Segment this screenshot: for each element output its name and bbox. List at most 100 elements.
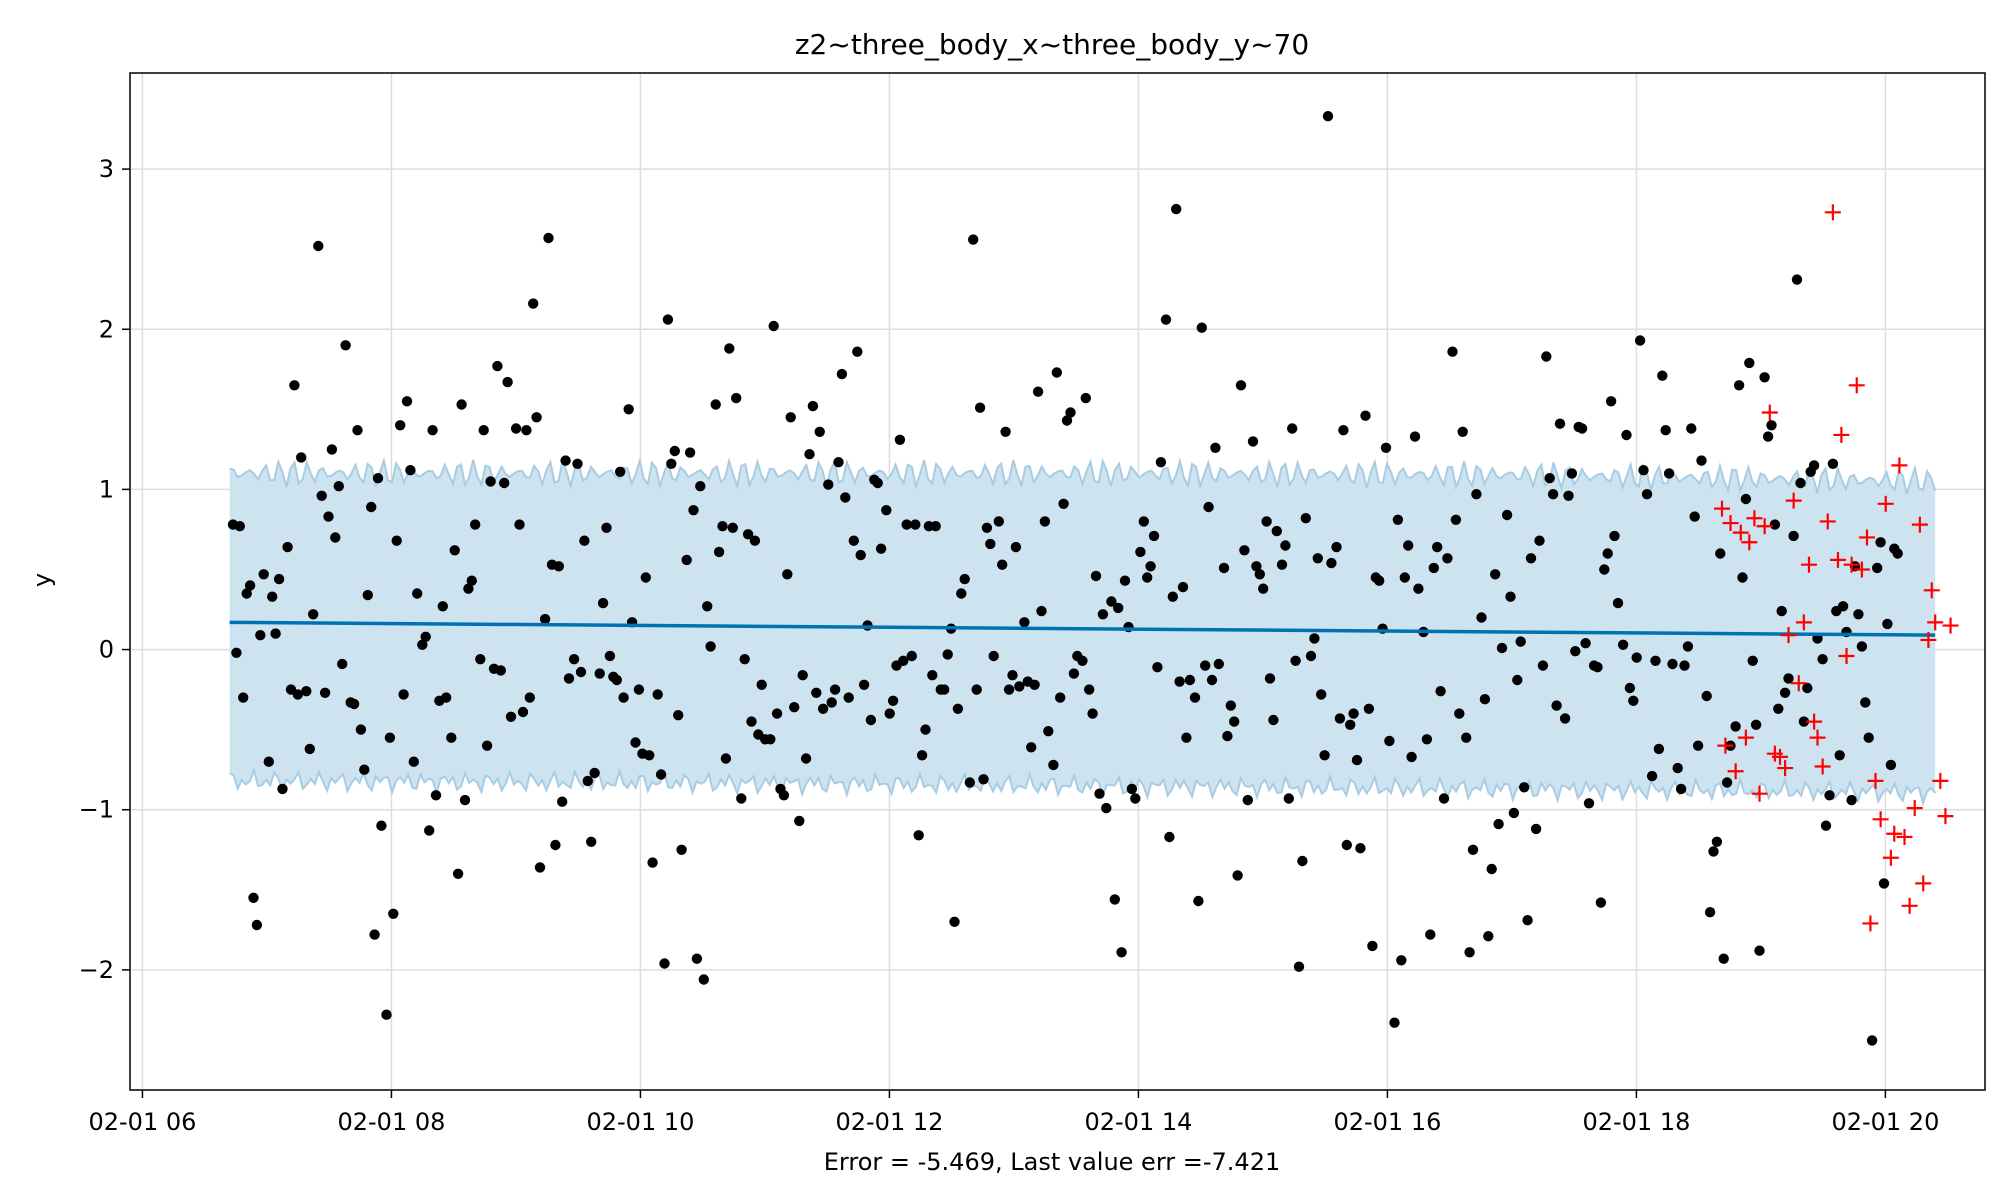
observed-point [1788, 530, 1799, 542]
observed-point [1309, 633, 1320, 644]
observed-point [1525, 553, 1537, 564]
future-actual-marker [1780, 627, 1797, 644]
y-tick-label: −1 [79, 796, 114, 824]
observed-point [875, 543, 887, 554]
observed-point [1783, 673, 1794, 684]
observed-point [1580, 638, 1591, 649]
observed-point [647, 857, 658, 868]
future-actual-marker [1886, 825, 1903, 842]
observed-point [669, 445, 680, 457]
observed-point [618, 692, 629, 703]
observed-point [1634, 335, 1646, 346]
observed-point [971, 684, 982, 695]
future-actual-marker [1722, 515, 1739, 532]
observed-point [372, 473, 384, 484]
observed-point [1135, 546, 1146, 558]
observed-point [296, 452, 307, 463]
observed-point [1583, 798, 1595, 809]
observed-point [1048, 759, 1059, 771]
observed-point [1559, 713, 1571, 724]
observed-point [575, 666, 587, 678]
future-actual-marker [1867, 772, 1884, 789]
trend-segment [229, 620, 1936, 637]
observed-point [739, 654, 750, 665]
observed-point [988, 650, 999, 662]
observed-point [1846, 794, 1857, 806]
observed-point [1621, 429, 1632, 441]
observed-point [557, 796, 568, 807]
observed-point [502, 376, 513, 388]
observed-point [1305, 650, 1317, 662]
observed-point [771, 708, 783, 719]
observed-point [1326, 557, 1337, 569]
observed-point [676, 844, 687, 855]
observed-point [1704, 907, 1716, 918]
observed-point [1860, 697, 1871, 708]
observed-point [1019, 617, 1030, 628]
future-actual-marker [1843, 556, 1860, 573]
observed-point [524, 692, 535, 703]
observed-point [736, 793, 747, 804]
observed-point [1692, 740, 1704, 751]
observed-point [1798, 716, 1810, 727]
observed-point [568, 654, 580, 665]
observed-point [1068, 668, 1080, 679]
future-actual-marker [1862, 915, 1879, 932]
observed-point [1126, 783, 1138, 795]
observed-point [884, 708, 895, 719]
observed-point [319, 687, 331, 698]
observed-point [1334, 713, 1346, 724]
observed-point [1213, 658, 1225, 670]
observed-point [1247, 436, 1259, 447]
observed-point [1384, 735, 1395, 747]
observed-point [323, 511, 334, 522]
observed-point [1196, 322, 1208, 333]
observed-point [829, 684, 841, 695]
observed-point [1483, 931, 1494, 942]
observed-point [930, 521, 941, 532]
observed-point [1403, 540, 1414, 551]
future-actual-marker [1896, 828, 1913, 845]
observed-point [1599, 564, 1610, 575]
observed-point [1360, 410, 1371, 421]
observed-point [814, 426, 825, 437]
observed-point [1032, 386, 1044, 397]
observed-point [1708, 846, 1719, 857]
band-fill [229, 459, 1936, 803]
observed-point [313, 240, 324, 252]
observed-point [1715, 548, 1726, 559]
observed-point [1338, 425, 1349, 436]
observed-point [1501, 509, 1513, 521]
observed-point [1374, 575, 1385, 586]
observed-point [1457, 426, 1468, 437]
observed-point [517, 706, 529, 718]
observed-point [1101, 802, 1112, 814]
observed-point [1476, 612, 1487, 623]
observed-point [395, 420, 406, 431]
observed-point [1130, 793, 1141, 804]
observed-point [1109, 894, 1121, 905]
observed-point [640, 572, 651, 583]
observed-point [1660, 425, 1671, 436]
x-tick-label: 02-01 20 [1831, 1108, 1939, 1136]
observed-point [234, 521, 245, 532]
observed-point [894, 434, 906, 445]
observed-point [381, 1009, 392, 1020]
observed-point [1479, 694, 1491, 705]
observed-point [794, 815, 805, 827]
future-actual-marker [1809, 729, 1826, 746]
observed-point [459, 794, 471, 806]
observed-point [359, 764, 370, 775]
observed-point [823, 479, 834, 490]
observed-point [1718, 953, 1729, 964]
observed-point [553, 561, 564, 572]
observed-point [1319, 750, 1330, 761]
observed-point [630, 737, 641, 748]
observed-point [1675, 783, 1687, 795]
observed-point [1667, 658, 1678, 670]
observed-point [405, 465, 416, 476]
y-tick-label: 0 [99, 636, 114, 664]
observed-point [1435, 686, 1446, 697]
observed-point [705, 641, 716, 652]
observed-point [1399, 572, 1411, 583]
